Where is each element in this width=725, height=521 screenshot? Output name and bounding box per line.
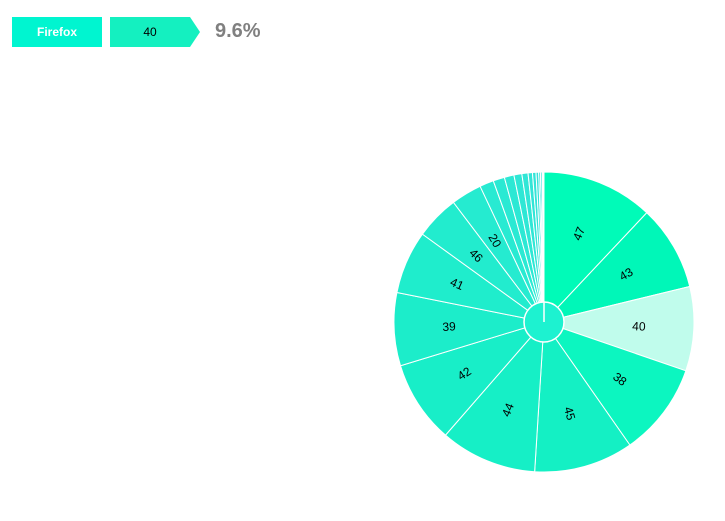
breadcrumb-version[interactable]: 40 <box>110 17 200 47</box>
pie-slice-label: 41 <box>448 275 466 293</box>
pie-slice[interactable] <box>543 171 648 324</box>
pie-slice-label: 20 <box>485 231 504 250</box>
pie-slice[interactable] <box>542 321 687 446</box>
pie-slice-label: 43 <box>617 265 636 284</box>
pie-slice-label: 40 <box>632 319 646 334</box>
pie-slice[interactable] <box>399 321 546 436</box>
pie-slice-label: 47 <box>570 225 588 243</box>
pie-slice[interactable] <box>542 212 691 323</box>
breadcrumb-version-label: 40 <box>143 25 157 39</box>
pie-slice[interactable] <box>542 171 545 323</box>
pie-slice[interactable] <box>542 285 695 372</box>
pie-slice[interactable] <box>444 320 545 473</box>
pie-slice-label: 39 <box>442 319 456 334</box>
percentage-readout: 9.6% <box>215 20 261 42</box>
pie-slice-label: 45 <box>561 405 578 422</box>
pie-slice[interactable] <box>534 320 631 473</box>
breadcrumb-browser[interactable]: Firefox <box>12 17 102 47</box>
pie-slices <box>393 171 695 473</box>
pie-slice-label: 44 <box>499 401 517 419</box>
